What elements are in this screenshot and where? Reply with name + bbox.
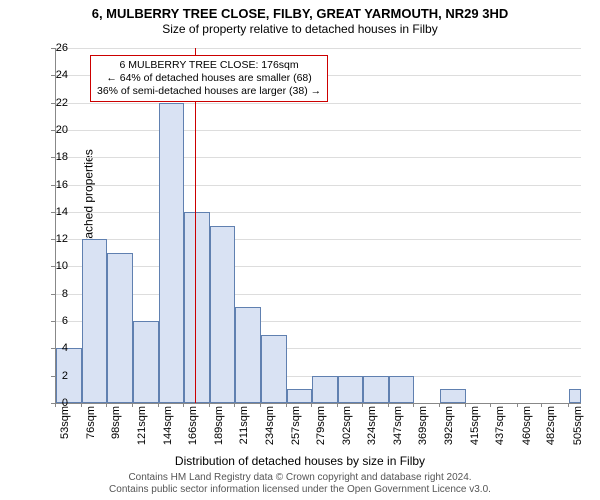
- x-tick-mark: [81, 403, 82, 407]
- y-tick-mark: [51, 48, 55, 49]
- x-tick-label: 415sqm: [469, 406, 481, 450]
- grid-line: [56, 266, 581, 267]
- x-tick-mark: [209, 403, 210, 407]
- grid-line: [56, 157, 581, 158]
- histogram-bar: [440, 389, 466, 403]
- x-tick-mark: [541, 403, 542, 407]
- x-tick-mark: [388, 403, 389, 407]
- x-tick-label: 98sqm: [110, 406, 122, 450]
- y-tick-mark: [51, 376, 55, 377]
- grid-line: [56, 48, 581, 49]
- histogram-bar: [184, 212, 210, 403]
- x-tick-mark: [234, 403, 235, 407]
- chart-title: 6, MULBERRY TREE CLOSE, FILBY, GREAT YAR…: [0, 0, 600, 21]
- x-tick-label: 505sqm: [572, 406, 584, 450]
- histogram-bar: [569, 389, 581, 403]
- x-tick-label: 211sqm: [238, 406, 250, 450]
- chart-footer: Contains HM Land Registry data © Crown c…: [0, 472, 600, 496]
- annotation-box: 6 MULBERRY TREE CLOSE: 176sqm← 64% of de…: [90, 55, 328, 102]
- annotation-line: ← 64% of detached houses are smaller (68…: [97, 72, 321, 85]
- x-tick-mark: [568, 403, 569, 407]
- histogram-bar: [312, 376, 338, 403]
- x-tick-mark: [465, 403, 466, 407]
- y-tick-mark: [51, 294, 55, 295]
- x-tick-label: 144sqm: [162, 406, 174, 450]
- x-tick-label: 257sqm: [290, 406, 302, 450]
- histogram-bar: [338, 376, 363, 403]
- x-tick-mark: [260, 403, 261, 407]
- x-tick-mark: [517, 403, 518, 407]
- grid-line: [56, 103, 581, 104]
- x-tick-label: 482sqm: [545, 406, 557, 450]
- y-tick-mark: [51, 348, 55, 349]
- histogram-bar: [363, 376, 389, 403]
- x-tick-mark: [311, 403, 312, 407]
- x-tick-mark: [158, 403, 159, 407]
- x-tick-label: 279sqm: [315, 406, 327, 450]
- annotation-line: 6 MULBERRY TREE CLOSE: 176sqm: [97, 59, 321, 72]
- x-tick-label: 189sqm: [213, 406, 225, 450]
- histogram-bar: [287, 389, 312, 403]
- x-tick-label: 324sqm: [366, 406, 378, 450]
- x-tick-label: 437sqm: [494, 406, 506, 450]
- x-tick-label: 302sqm: [341, 406, 353, 450]
- x-tick-mark: [362, 403, 363, 407]
- histogram-bar: [82, 239, 107, 403]
- grid-line: [56, 185, 581, 186]
- grid-line: [56, 212, 581, 213]
- footer-line-2: Contains public sector information licen…: [0, 484, 600, 496]
- y-tick-mark: [51, 75, 55, 76]
- y-tick-mark: [51, 130, 55, 131]
- y-tick-mark: [51, 185, 55, 186]
- x-tick-label: 460sqm: [521, 406, 533, 450]
- annotation-line: 36% of semi-detached houses are larger (…: [97, 85, 321, 98]
- chart-container: 6, MULBERRY TREE CLOSE, FILBY, GREAT YAR…: [0, 0, 600, 500]
- histogram-bar: [235, 307, 261, 403]
- y-tick-mark: [51, 321, 55, 322]
- x-tick-mark: [413, 403, 414, 407]
- x-axis-label: Distribution of detached houses by size …: [0, 454, 600, 468]
- x-tick-mark: [286, 403, 287, 407]
- x-tick-mark: [55, 403, 56, 407]
- y-tick-mark: [51, 266, 55, 267]
- x-tick-mark: [337, 403, 338, 407]
- histogram-bar: [210, 226, 235, 404]
- x-tick-mark: [132, 403, 133, 407]
- x-tick-label: 234sqm: [264, 406, 276, 450]
- x-tick-mark: [106, 403, 107, 407]
- x-tick-mark: [183, 403, 184, 407]
- x-tick-label: 53sqm: [59, 406, 71, 450]
- histogram-bar: [133, 321, 159, 403]
- x-tick-label: 369sqm: [417, 406, 429, 450]
- grid-line: [56, 239, 581, 240]
- x-tick-label: 166sqm: [187, 406, 199, 450]
- chart-subtitle: Size of property relative to detached ho…: [0, 21, 600, 36]
- x-tick-mark: [439, 403, 440, 407]
- footer-line-1: Contains HM Land Registry data © Crown c…: [0, 472, 600, 484]
- histogram-bar: [107, 253, 133, 403]
- histogram-bar: [261, 335, 287, 403]
- x-tick-label: 76sqm: [85, 406, 97, 450]
- y-tick-mark: [51, 239, 55, 240]
- histogram-bar: [389, 376, 414, 403]
- y-tick-mark: [51, 212, 55, 213]
- histogram-bar: [159, 103, 184, 403]
- x-tick-label: 121sqm: [136, 406, 148, 450]
- x-tick-label: 347sqm: [392, 406, 404, 450]
- y-tick-mark: [51, 157, 55, 158]
- x-tick-label: 392sqm: [443, 406, 455, 450]
- y-tick-mark: [51, 103, 55, 104]
- grid-line: [56, 130, 581, 131]
- grid-line: [56, 294, 581, 295]
- x-tick-mark: [490, 403, 491, 407]
